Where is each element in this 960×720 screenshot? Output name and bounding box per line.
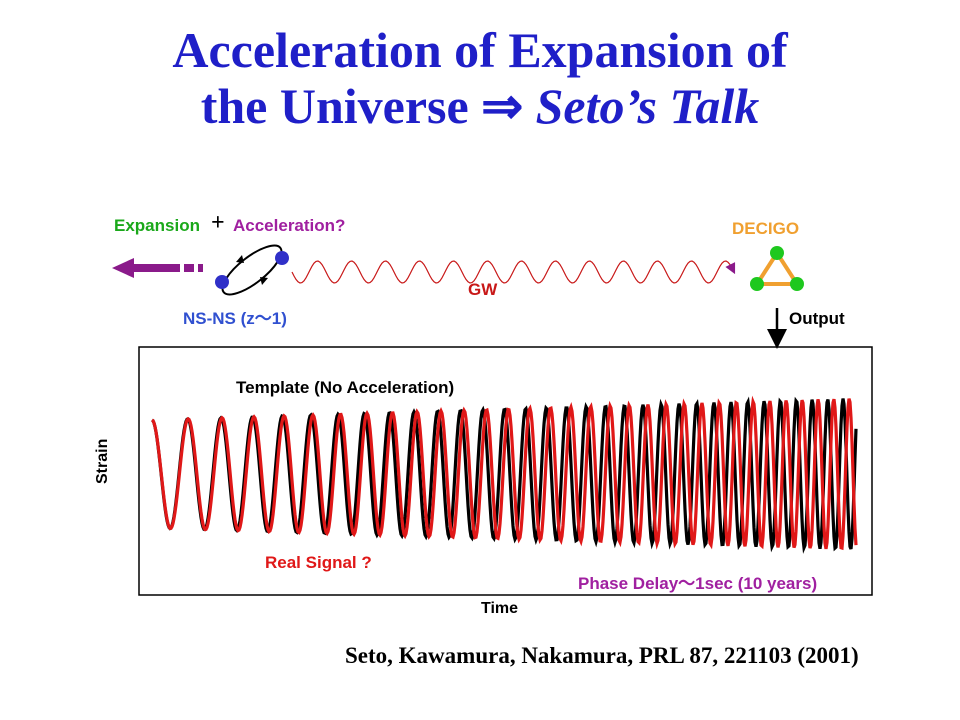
neutron-star-2: [215, 275, 229, 289]
template-waveform: [151, 396, 858, 554]
neutron-star-1: [275, 251, 289, 265]
source-label: NS-NS (z～1): [183, 309, 287, 328]
title-line-2: the Universe ⇒ Seto’s Talk: [0, 78, 960, 134]
plot-frame: [138, 346, 873, 596]
slide-title: Acceleration of Expansion of the Univers…: [0, 22, 960, 134]
binary-orbit: [215, 244, 289, 296]
x-axis-label: Time: [481, 600, 519, 617]
real-signal-label: Real Signal ?: [265, 553, 372, 572]
expansion-label: Expansion: [114, 216, 200, 235]
real-signal-waveform: [151, 395, 858, 551]
implies-arrow: ⇒: [481, 78, 524, 134]
gravitational-wave-line: [291, 260, 736, 284]
template-label: Template (No Acceleration): [236, 378, 455, 397]
title-talk-name: Seto’s Talk: [523, 78, 760, 134]
expansion-arrow: [112, 258, 203, 278]
acceleration-label: Acceleration?: [233, 216, 346, 235]
plus-sign: +: [211, 210, 225, 236]
title-line-2-text: the Universe: [200, 78, 482, 134]
decigo-detector-icon: [750, 246, 804, 291]
y-axis-label: Strain: [94, 438, 111, 484]
title-line-1: Acceleration of Expansion of: [172, 22, 788, 78]
phase-delay-label: Phase Delay～1sec (10 years): [578, 574, 818, 593]
reference-citation: Seto, Kawamura, Nakamura, PRL 87, 221103…: [345, 643, 859, 668]
output-label: Output: [789, 309, 845, 328]
gw-label: GW: [468, 280, 498, 299]
decigo-label: DECIGO: [732, 219, 800, 238]
